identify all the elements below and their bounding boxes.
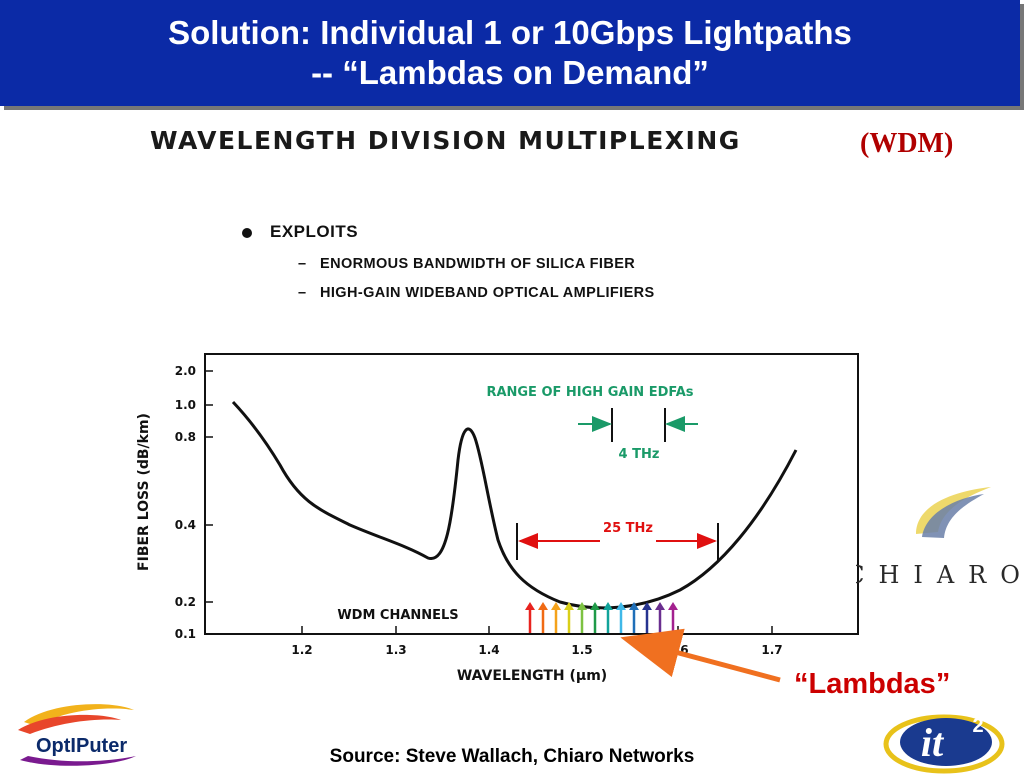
slide-title-line-1: Solution: Individual 1 or 10Gbps Lightpa… bbox=[168, 14, 852, 51]
lambdas-label: “Lambdas” bbox=[794, 668, 951, 700]
source-credit: Source: Steve Wallach, Chiaro Networks bbox=[329, 746, 695, 767]
wdm-abbreviation: (WDM) bbox=[860, 128, 954, 159]
sub-bullet-amplifiers: – HIGH-GAIN WIDEBAND OPTICAL AMPLIFIERS bbox=[298, 285, 655, 301]
x-tick-label: 1.4 bbox=[478, 643, 499, 657]
wdm-channel-arrow bbox=[603, 602, 613, 633]
wdm-channel-arrow bbox=[668, 602, 678, 633]
wdm-channel-arrow bbox=[642, 602, 652, 633]
y-tick-label: 0.8 bbox=[175, 430, 196, 444]
x-axis-ticks bbox=[301, 626, 773, 634]
band-width-label: 25 THz bbox=[603, 521, 653, 536]
optiputer-swoosh-purple bbox=[20, 756, 136, 766]
it2-superscript: 2 bbox=[972, 715, 983, 737]
bullet-dot bbox=[242, 228, 252, 238]
edfa-range-label: RANGE OF HIGH GAIN EDFAs bbox=[486, 385, 693, 400]
it2-ring bbox=[883, 714, 1005, 774]
plot-frame bbox=[204, 353, 859, 635]
sub-bullet-bandwidth-text: ENORMOUS BANDWIDTH OF SILICA FIBER bbox=[320, 256, 636, 272]
slide-title-line-2: -- “Lambdas on Demand” bbox=[311, 54, 709, 91]
chiaro-wordmark: CHIARO bbox=[856, 561, 1024, 589]
chiaro-logo: CHIARO bbox=[856, 487, 1024, 589]
y-tick-label: 0.4 bbox=[175, 518, 196, 532]
loss-curve bbox=[231, 400, 798, 610]
wdm-channel-arrows bbox=[525, 602, 678, 633]
y-tick-label: 0.1 bbox=[175, 627, 196, 641]
wdm-channel-arrow bbox=[655, 602, 665, 633]
edfa-bandwidth-label: 4 THz bbox=[619, 447, 660, 462]
fiber-loss-diagram: 2.0 1.0 0.8 0.4 0.2 0.1 FIBER LOSS (dB/k… bbox=[136, 353, 859, 684]
optiputer-wordmark: OptIPuter bbox=[36, 735, 127, 757]
wdm-channel-arrow bbox=[551, 602, 561, 633]
wdm-channels-label: WDM CHANNELS bbox=[337, 608, 458, 623]
it2-logo: it 2 bbox=[883, 714, 1005, 774]
x-tick-label: 1.2 bbox=[291, 643, 312, 657]
optiputer-swoosh-red bbox=[18, 714, 121, 734]
x-axis-label: WAVELENGTH (μm) bbox=[457, 668, 607, 684]
wdm-channel-arrow bbox=[538, 602, 548, 633]
x-tick-label: 1.5 bbox=[571, 643, 592, 657]
chiaro-swoosh-blue bbox=[922, 494, 984, 538]
optiputer-logo: OptIPuter bbox=[18, 704, 136, 766]
sub-bullet-bandwidth: – ENORMOUS BANDWIDTH OF SILICA FIBER bbox=[298, 256, 636, 272]
it2-badge bbox=[900, 718, 992, 766]
lambdas-pointer-arrow bbox=[620, 628, 781, 683]
wdm-channel-arrow bbox=[577, 602, 587, 633]
sub-bullet-amplifiers-text: HIGH-GAIN WIDEBAND OPTICAL AMPLIFIERS bbox=[320, 285, 655, 301]
y-axis-label: FIBER LOSS (dB/km) bbox=[136, 413, 152, 571]
y-tick-label: 1.0 bbox=[175, 398, 196, 412]
x-tick-label: 1.3 bbox=[385, 643, 406, 657]
wdm-channel-arrow bbox=[525, 602, 535, 633]
wdm-channel-arrow bbox=[564, 602, 574, 633]
bullet-exploits: EXPLOITS bbox=[270, 222, 359, 241]
wdm-heading: WAVELENGTH DIVISION MULTIPLEXING bbox=[150, 126, 741, 155]
title-bar: Solution: Individual 1 or 10Gbps Lightpa… bbox=[0, 0, 1020, 106]
wdm-channel-arrow bbox=[590, 602, 600, 633]
y-axis-ticks bbox=[205, 370, 213, 635]
y-tick-label: 2.0 bbox=[175, 364, 196, 378]
y-tick-label: 0.2 bbox=[175, 595, 196, 609]
x-tick-label: 1.7 bbox=[761, 643, 782, 657]
it2-wordmark: it bbox=[921, 720, 945, 765]
